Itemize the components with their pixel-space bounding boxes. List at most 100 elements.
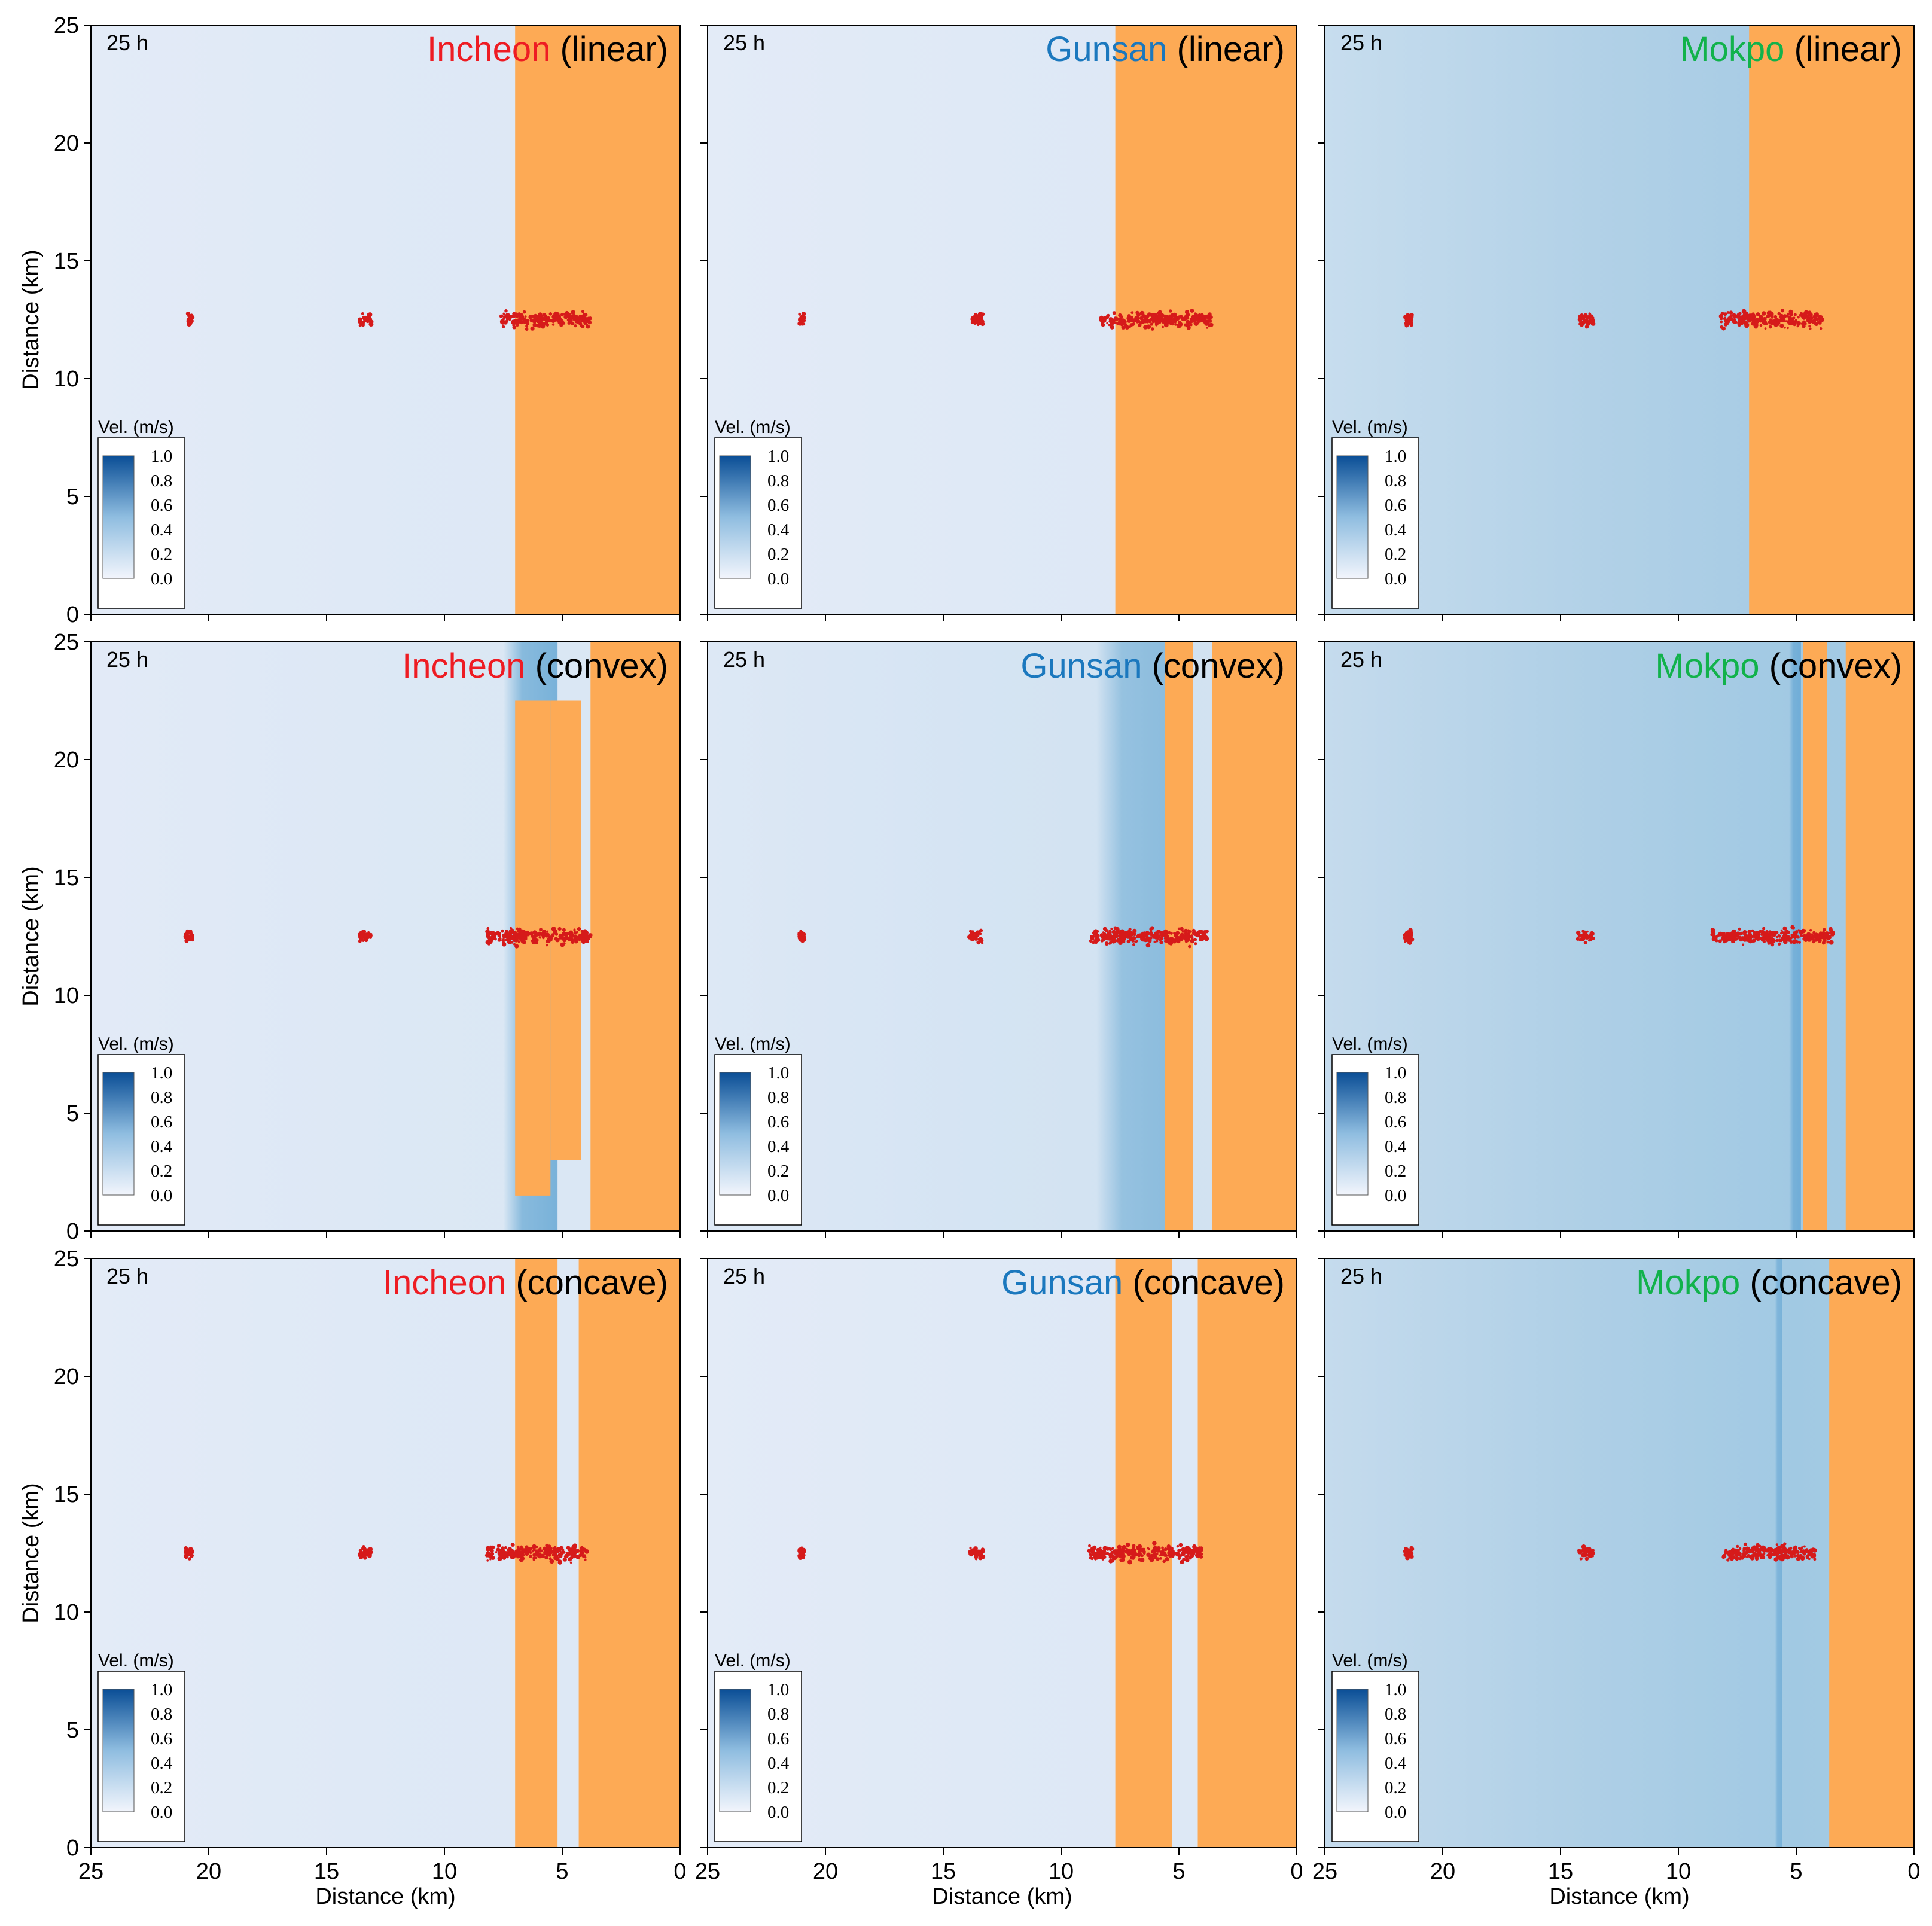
particle: [1580, 321, 1586, 325]
y-tick-label: 15: [54, 249, 79, 274]
particle: [582, 934, 586, 938]
particle: [1765, 930, 1769, 933]
station-name: Incheon: [427, 30, 560, 69]
colorbar-tick-label: 0.6: [151, 496, 172, 515]
particle: [976, 940, 981, 945]
particle: [1816, 933, 1820, 937]
particle: [1735, 931, 1741, 937]
particle: [1756, 312, 1760, 316]
particle: [1175, 1552, 1181, 1557]
colorbar-title: Vel. (m/s): [715, 1651, 791, 1671]
particle: [1802, 321, 1806, 326]
particle: [1768, 1547, 1773, 1552]
particle: [1184, 309, 1190, 315]
particle: [546, 939, 550, 943]
particle: [510, 1543, 515, 1547]
particle: [563, 1555, 567, 1558]
particle: [1793, 1554, 1797, 1558]
particle: [368, 316, 371, 319]
axes-frame: [1324, 25, 1915, 615]
particle: [1756, 937, 1760, 941]
particle-cluster: [185, 311, 195, 327]
colorbar-tick-label: 0.2: [1385, 1778, 1406, 1797]
particle: [1150, 322, 1153, 326]
particle: [525, 1545, 529, 1549]
particle: [1127, 1559, 1132, 1565]
particle: [1726, 311, 1730, 314]
particle: [1751, 929, 1754, 932]
particle: [1809, 327, 1812, 330]
particle: [1738, 1547, 1742, 1550]
particle: [1117, 321, 1122, 326]
time-label: 25 h: [1340, 1264, 1382, 1288]
particle: [1793, 322, 1797, 327]
particle: [522, 310, 526, 314]
colorbar-tick-label: 0.4: [1385, 1754, 1407, 1773]
y-tick-label: 5: [66, 484, 79, 510]
particle: [507, 1547, 511, 1551]
particle: [1591, 316, 1595, 319]
particle: [1137, 1550, 1141, 1554]
particle: [522, 319, 527, 324]
particle: [1154, 937, 1157, 940]
colorbar-tick-label: 1.0: [151, 447, 172, 466]
particle: [1161, 320, 1165, 324]
particle: [1799, 1550, 1803, 1553]
particle: [1808, 325, 1811, 327]
particle: [575, 1549, 580, 1553]
particle: [364, 937, 368, 943]
x-tick-label: 25: [695, 1859, 720, 1884]
particle: [1188, 322, 1191, 325]
particle: [1781, 1546, 1785, 1549]
particle: [1099, 1554, 1104, 1558]
colorbar-tick-label: 0.8: [151, 1088, 172, 1107]
colorbar-tick-label: 0.4: [767, 520, 790, 540]
particle: [1738, 927, 1741, 931]
profile-shape: (concave): [1132, 1263, 1285, 1302]
particle: [1167, 940, 1172, 945]
particle-cluster: [183, 1546, 194, 1561]
particle: [1790, 1555, 1794, 1559]
particle: [1171, 318, 1175, 322]
particle: [553, 1556, 557, 1560]
particle: [1122, 1545, 1127, 1550]
particle: [1161, 1546, 1164, 1550]
particle: [1803, 934, 1806, 938]
particle: [185, 311, 190, 316]
particle: [188, 318, 192, 322]
particle: [1779, 940, 1782, 943]
colorbar-gradient: [102, 455, 135, 579]
particle: [540, 321, 544, 326]
particle: [1786, 930, 1790, 934]
particle: [1745, 935, 1749, 939]
y-tick-label: 15: [54, 1482, 79, 1507]
particle: [560, 942, 565, 947]
particle: [1132, 940, 1135, 943]
colorbar-tick-label: 0.0: [151, 1186, 172, 1205]
colorbar-tick-label: 0.0: [1385, 1186, 1406, 1205]
colorbar-tick-label: 0.6: [151, 1113, 172, 1132]
colorbar-tick-label: 0.8: [1385, 1088, 1406, 1107]
particle-cluster: [967, 928, 984, 945]
particle: [1118, 1553, 1123, 1558]
particle: [565, 310, 569, 316]
particle: [1190, 324, 1193, 327]
particle: [1208, 320, 1211, 323]
particle: [1590, 1551, 1593, 1554]
particle: [584, 313, 588, 317]
particle: [579, 324, 582, 327]
particle: [1162, 932, 1167, 937]
particle: [512, 324, 516, 327]
particle: [1205, 936, 1209, 941]
particle: [1738, 935, 1742, 940]
y-tick-label: 0: [66, 1836, 79, 1861]
particle: [1769, 313, 1774, 318]
x-tick-label: 10: [1666, 1859, 1691, 1884]
particle: [1207, 322, 1211, 326]
particle: [1800, 1549, 1806, 1555]
particle: [1187, 325, 1191, 330]
particle: [554, 929, 557, 932]
particle: [1102, 932, 1107, 936]
plot-area: [91, 1258, 680, 1848]
colorbar-title: Vel. (m/s): [715, 417, 791, 437]
